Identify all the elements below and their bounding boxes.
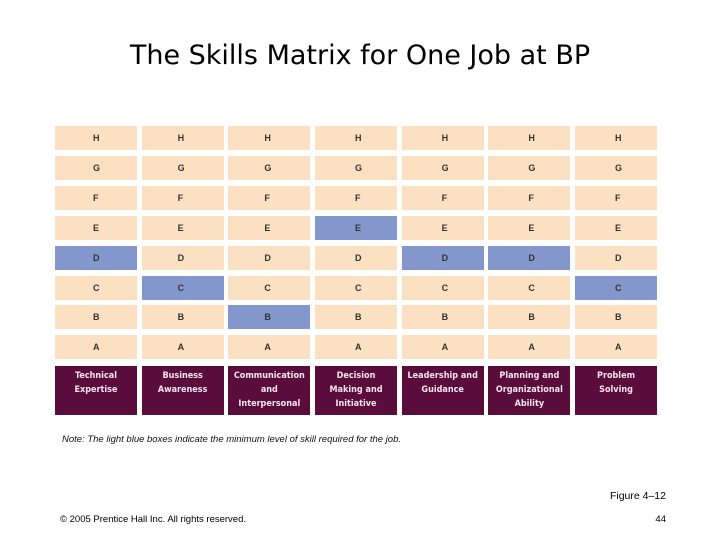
skill-column: H G F E D C B A Problem Solving [575, 126, 658, 415]
skill-level-cell: E [315, 215, 397, 240]
skill-level-cell: C [141, 275, 224, 300]
skill-header: Leadership and Guidance [401, 366, 484, 415]
skill-level-cell: F [141, 185, 224, 210]
skills-matrix: H G F E D C B A Technical Expertise H G F E D C B A Busine… [55, 126, 665, 415]
skill-level-cell: C [228, 275, 311, 300]
skill-level-cell: D [401, 245, 484, 270]
skill-level-cell: G [575, 155, 658, 180]
skill-level-cell: C [315, 275, 397, 300]
skill-level-cell: H [55, 126, 137, 150]
skill-level-cell: F [488, 185, 571, 210]
skill-header: Planning and Organizational Ability [488, 366, 571, 415]
skill-level-cell: G [401, 155, 484, 180]
skill-level-cell: B [228, 305, 311, 330]
skill-level-cell: D [55, 245, 137, 270]
skill-level-cell: B [488, 305, 571, 330]
skill-column: H G F E D C B A Planning and Organizational Abilit… [488, 126, 571, 415]
skill-level-cell: B [315, 305, 397, 330]
skill-header: Communication and Interpersonal [228, 366, 311, 415]
skill-level-cell: C [488, 275, 571, 300]
slide-title: The Skills Matrix for One Job at BP [129, 40, 591, 71]
skill-column: H G F E D C B A Technical Expertise [55, 126, 137, 415]
skill-level-cell: B [575, 305, 658, 330]
skill-level-cell: A [228, 335, 311, 360]
skill-level-cell: D [488, 245, 571, 270]
skill-level-cell: F [55, 185, 137, 210]
skill-level-cell: B [141, 305, 224, 330]
skill-level-cell: H [401, 126, 484, 150]
skill-level-cell: G [228, 155, 311, 180]
skill-level-cell: D [141, 245, 224, 270]
skill-level-cell: A [488, 335, 571, 360]
skill-level-cell: F [575, 185, 658, 210]
skill-level-cell: C [401, 275, 484, 300]
skill-level-cell: D [228, 245, 311, 270]
skill-header: Business Awareness [141, 366, 224, 415]
figure-label: Figure 4–12 [609, 490, 666, 502]
skill-level-cell: F [401, 185, 484, 210]
matrix-note: Note: The light blue boxes indicate the … [62, 434, 402, 445]
skill-level-cell: E [401, 215, 484, 240]
skill-level-cell: E [55, 215, 137, 240]
skill-column: H G F E D C B A Communication and Interpersonal [228, 126, 311, 415]
skill-level-cell: C [55, 275, 137, 300]
skill-level-cell: H [488, 126, 571, 150]
skill-level-cell: A [55, 335, 137, 360]
skill-level-cell: G [315, 155, 397, 180]
skill-column: H G F E D C B A Business Awareness [141, 126, 224, 415]
skill-level-cell: G [488, 155, 571, 180]
skill-level-cell: D [575, 245, 658, 270]
skill-level-cell: H [575, 126, 658, 150]
skill-level-cell: A [315, 335, 397, 360]
skill-level-cell: A [401, 335, 484, 360]
skill-level-cell: A [575, 335, 658, 360]
skill-level-cell: B [401, 305, 484, 330]
skill-header: Technical Expertise [55, 366, 137, 415]
skill-header: Problem Solving [575, 366, 658, 415]
skill-column: H G F E D C B A Leadership and Guidance [401, 126, 484, 415]
skill-level-cell: G [55, 155, 137, 180]
skill-column: H G F E D C B A Decision Making and Initiative [315, 126, 397, 415]
skill-level-cell: E [575, 215, 658, 240]
skill-level-cell: H [228, 126, 311, 150]
skill-level-cell: D [315, 245, 397, 270]
skill-level-cell: F [315, 185, 397, 210]
page-number: 44 [655, 514, 666, 525]
skill-level-cell: A [141, 335, 224, 360]
skill-level-cell: B [55, 305, 137, 330]
skill-header: Decision Making and Initiative [315, 366, 397, 415]
skill-level-cell: E [228, 215, 311, 240]
copyright-text: © 2005 Prentice Hall Inc. All rights res… [60, 514, 247, 525]
skill-level-cell: C [575, 275, 658, 300]
skill-level-cell: E [141, 215, 224, 240]
skill-level-cell: H [141, 126, 224, 150]
skill-level-cell: E [488, 215, 571, 240]
skill-level-cell: H [315, 126, 397, 150]
skill-level-cell: G [141, 155, 224, 180]
skill-level-cell: F [228, 185, 311, 210]
